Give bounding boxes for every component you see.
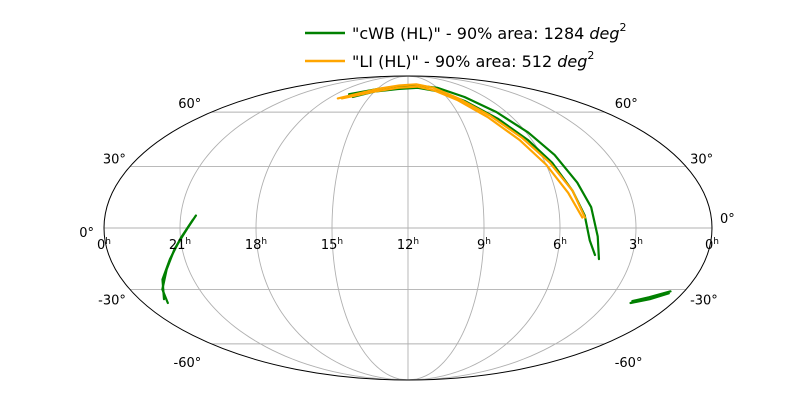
contour-line (631, 290, 672, 303)
contour-line (161, 214, 198, 305)
ra-tick-label: 12h (397, 237, 419, 253)
contour-line (347, 84, 601, 261)
graticule (104, 75, 712, 381)
meridian-line (407, 75, 485, 381)
series-layer (161, 83, 672, 305)
tick-labels: 0h 21h 18h 15h 12h 9h 6h 3h 0h 60° 60° 30° 30° 0° 0° -3… (79, 97, 735, 371)
ra-tick-label: 6h (553, 237, 567, 253)
ra-tick-label: 9h (477, 237, 491, 253)
ra-tick-label: 0h (705, 237, 719, 253)
meridian-line (407, 75, 561, 381)
ra-tick-label: 18h (245, 237, 267, 253)
meridian-line (255, 75, 409, 381)
legend: "cWB (HL)" - 90% area: 1284 deg2 "LI (HL)… (305, 21, 627, 71)
series-cwb (161, 84, 672, 305)
ra-tick-label: 21h (169, 237, 191, 253)
contour-line (161, 218, 195, 301)
dec-tick-label-left: 0° (79, 226, 94, 241)
contour-line (629, 292, 670, 305)
dec-tick-label-right: -30° (690, 293, 718, 308)
dec-tick-label-right: 0° (720, 212, 735, 227)
dec-tick-label-left: -30° (98, 293, 126, 308)
legend-label: "cWB (HL)" - 90% area: 1284 deg2 (352, 21, 627, 43)
meridian-line (179, 75, 409, 381)
meridian-line (407, 75, 637, 381)
dec-tick-label-left: 30° (103, 153, 126, 168)
contour-line (336, 83, 587, 219)
dec-tick-label-left: -60° (174, 356, 202, 371)
ra-tick-label: 15h (321, 237, 343, 253)
plot-frame (103, 75, 713, 381)
ra-tick-label: 0h (97, 237, 111, 253)
series-li (336, 83, 587, 219)
meridian-line (331, 75, 409, 381)
ra-tick-label: 3h (629, 237, 643, 253)
legend-label: "LI (HL)" - 90% area: 512 deg2 (352, 49, 594, 71)
dec-tick-label-right: 30° (690, 153, 713, 168)
dec-tick-label-right: -60° (615, 356, 643, 371)
contour-line (340, 85, 584, 219)
dec-tick-label-left: 60° (178, 97, 201, 112)
contour-line (351, 86, 597, 257)
dec-tick-label-right: 60° (615, 97, 638, 112)
